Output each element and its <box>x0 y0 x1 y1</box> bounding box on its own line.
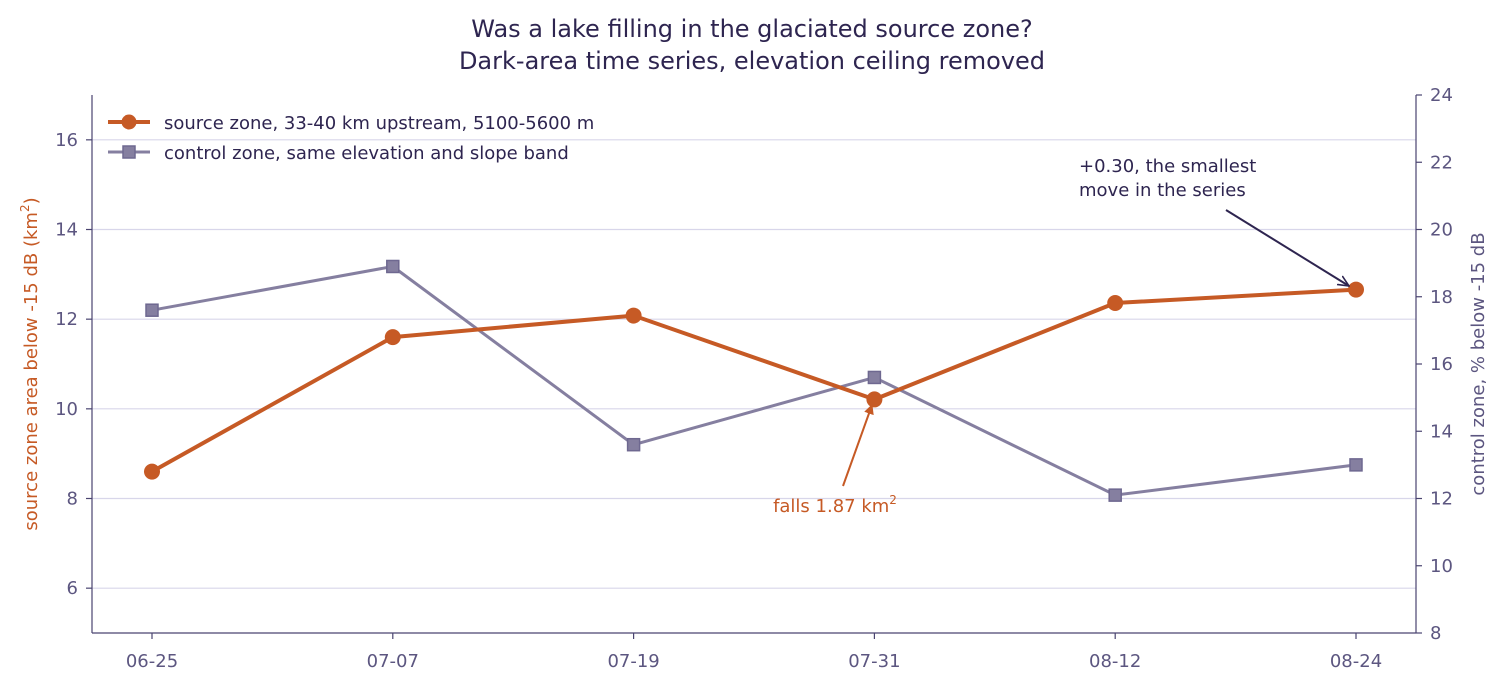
annotation-smallest-move-arrow <box>1225 209 1349 286</box>
x-tick-label: 07-19 <box>607 651 659 672</box>
control-zone-point <box>1349 458 1363 472</box>
right-tick-label: 8 <box>1430 623 1441 644</box>
control-zone-point <box>145 303 159 317</box>
right-tick-label: 24 <box>1430 85 1453 106</box>
legend: source zone, 33-40 km upstream, 5100-560… <box>108 113 594 164</box>
annotation-falls: falls 1.87 km2 <box>773 404 897 517</box>
left-y-axis-label: source zone area below -15 dB (km2) <box>18 197 42 530</box>
series-control-zone <box>145 259 1363 502</box>
legend-control-label: control zone, same elevation and slope b… <box>164 143 569 164</box>
x-tick-label: 07-07 <box>367 651 419 672</box>
control-zone-line <box>151 264 1357 497</box>
source-zone-point <box>1348 281 1364 298</box>
right-tick-label: 12 <box>1430 489 1453 510</box>
control-zone-point <box>1108 488 1122 502</box>
right-y-axis-label: control zone, % below -15 dB <box>1468 232 1489 495</box>
source-zone-point <box>625 307 642 324</box>
right-tick-label: 10 <box>1430 556 1453 577</box>
left-tick-label: 14 <box>55 220 78 241</box>
annotation-smallest-move-line2: move in the series <box>1079 180 1246 201</box>
source-zone-point <box>384 329 401 346</box>
right-tick-label: 14 <box>1430 421 1453 442</box>
right-y-ticks: 8 10 12 14 16 18 20 22 24 <box>1416 85 1453 644</box>
control-zone-point <box>386 259 400 274</box>
left-tick-label: 12 <box>55 309 78 330</box>
chart-title: Was a lake filling in the glaciated sour… <box>471 15 1032 43</box>
source-zone-point <box>1107 295 1124 312</box>
x-tick-label: 07-31 <box>848 651 900 672</box>
legend-control-marker <box>122 145 136 159</box>
annotation-smallest-move: +0.30, the smallest move in the series <box>1079 156 1349 286</box>
left-tick-label: 16 <box>55 130 78 151</box>
x-tick-label: 08-24 <box>1330 651 1382 672</box>
left-tick-label: 6 <box>67 578 78 599</box>
source-zone-point <box>144 463 160 480</box>
annotation-smallest-move-line1: +0.30, the smallest <box>1079 156 1256 177</box>
grid-lines <box>92 139 1416 589</box>
annotation-falls-arrow <box>842 404 874 487</box>
left-tick-label: 8 <box>67 489 78 510</box>
source-zone-line <box>151 287 1357 474</box>
source-zone-point <box>866 391 883 408</box>
chart-subtitle: Dark-area time series, elevation ceiling… <box>459 47 1045 75</box>
control-zone-point <box>867 370 882 385</box>
legend-source-marker <box>121 114 137 130</box>
left-y-ticks: 6 8 10 12 14 16 <box>55 130 92 599</box>
right-tick-label: 22 <box>1430 152 1453 173</box>
x-tick-label: 06-25 <box>126 651 178 672</box>
legend-source-label: source zone, 33-40 km upstream, 5100-560… <box>164 113 594 134</box>
series-source-zone <box>144 281 1364 480</box>
x-ticks: 06-25 07-07 07-19 07-31 08-12 08-24 <box>126 633 1382 672</box>
right-tick-label: 16 <box>1430 354 1453 375</box>
control-zone-point <box>626 437 641 452</box>
annotation-falls-text: falls 1.87 km2 <box>773 493 897 517</box>
right-tick-label: 20 <box>1430 220 1453 241</box>
x-tick-label: 08-12 <box>1089 651 1141 672</box>
right-tick-label: 18 <box>1430 287 1453 308</box>
left-tick-label: 10 <box>55 399 78 420</box>
